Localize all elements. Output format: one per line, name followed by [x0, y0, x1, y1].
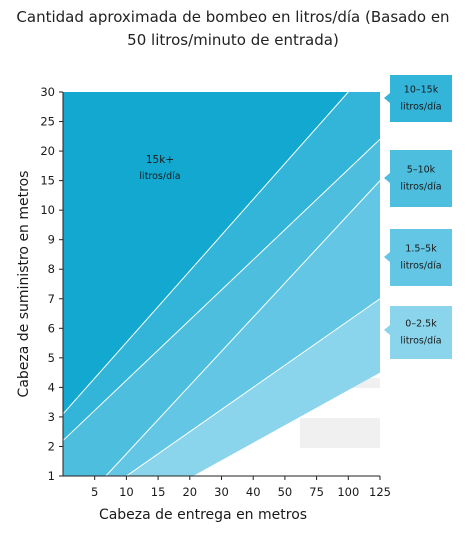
y-tick-label: 25	[40, 115, 55, 129]
y-tick-label: 7	[48, 292, 55, 306]
legend-swatch	[384, 306, 452, 359]
legend-item: 10–15k litros/día	[384, 75, 452, 122]
legend-label-line: 10–15k	[404, 85, 439, 96]
y-tick-label: 4	[48, 380, 55, 394]
chart-title-line-1: Cantidad aproximada de bombeo en litros/…	[16, 8, 450, 26]
legend-label: 10–15k litros/día	[400, 85, 441, 113]
legend-label-line: litros/día	[400, 102, 441, 113]
y-axis-title: Cabeza de suministro en metros	[16, 171, 32, 398]
y-tick-label: 8	[48, 262, 55, 276]
x-tick-label: 10	[119, 485, 134, 499]
region-10-15k	[63, 92, 380, 441]
x-tick-label: 75	[309, 485, 324, 499]
x-tick-label: 5	[91, 485, 98, 499]
background-band	[300, 418, 380, 448]
legend-label-line: 1.5–5k	[405, 244, 437, 255]
boundary-line	[105, 180, 381, 477]
legend-item: 1.5–5k litros/día	[384, 229, 452, 286]
legend-label: 0–2.5k litros/día	[400, 319, 441, 347]
y-tick-label: 10	[40, 203, 55, 217]
x-tick-label: 20	[182, 485, 197, 499]
legend-label-line: litros/día	[400, 182, 441, 193]
y-tick-label: 15	[40, 174, 55, 188]
boundary-line	[62, 91, 349, 415]
region-label-15k: 15k+ litros/día	[139, 154, 180, 182]
chart-title: Cantidad aproximada de bombeo en litros/…	[0, 6, 466, 52]
boundary-line	[126, 298, 381, 477]
x-tick-label: 40	[246, 485, 261, 499]
x-tick-label: 100	[337, 485, 359, 499]
legend-item: 5–10k litros/día	[384, 150, 452, 207]
y-tick-label: 6	[48, 321, 55, 335]
legend-label-line: litros/día	[400, 261, 441, 272]
y-tick-label: 3	[48, 410, 55, 424]
x-tick-label: 50	[278, 485, 293, 499]
legend-label: 5–10k litros/día	[400, 165, 441, 193]
legend-swatch	[384, 150, 452, 207]
y-tick-label: 1	[48, 469, 55, 483]
y-tick-label: 9	[48, 233, 55, 247]
x-tick-label: 125	[369, 485, 391, 499]
y-tick-label: 30	[40, 85, 55, 99]
y-tick-label: 20	[40, 144, 55, 158]
y-tick-label: 5	[48, 351, 55, 365]
x-tick-label: 30	[214, 485, 229, 499]
x-axis-title: Cabeza de entrega en metros	[99, 507, 307, 523]
y-tick-label: 2	[48, 439, 55, 453]
legend-label: 1.5–5k litros/día	[400, 244, 441, 272]
legend-label-line: 0–2.5k	[405, 319, 437, 330]
x-tick-label: 15	[151, 485, 166, 499]
boundary-line	[62, 138, 381, 441]
region-label-line: litros/día	[139, 171, 180, 182]
region-label-line: 15k+	[146, 154, 174, 166]
legend-item: 0–2.5k litros/día	[384, 306, 452, 359]
legend-label-line: 5–10k	[407, 165, 436, 176]
legend-swatch	[384, 229, 452, 286]
region-5-10k	[63, 139, 380, 477]
legend-label-line: litros/día	[400, 336, 441, 347]
legend-swatch	[384, 75, 452, 122]
chart-title-line-2: 50 litros/minuto de entrada)	[127, 31, 339, 49]
